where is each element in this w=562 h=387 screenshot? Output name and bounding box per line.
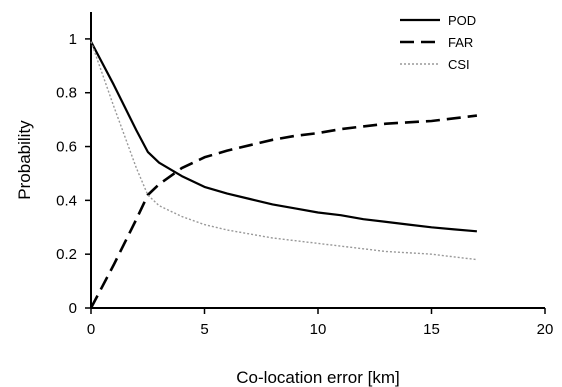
y-tick-label: 0: [69, 300, 77, 317]
x-tick-label: 15: [423, 321, 440, 338]
x-axis-title: Co-location error [km]: [236, 368, 399, 387]
x-tick-label: 5: [200, 321, 208, 338]
series-line-pod: [90, 41, 477, 233]
y-tick-label: 0.4: [56, 192, 77, 209]
y-tick-label: 0.8: [56, 85, 77, 102]
series-line-csi: [90, 41, 477, 261]
y-axis-title: Probability: [15, 120, 34, 200]
x-tick-label: 20: [537, 321, 554, 338]
legend-label-far: FAR: [448, 35, 473, 50]
series-layer: [89, 41, 478, 309]
x-tick-label: 10: [310, 321, 327, 338]
legend-label-pod: POD: [448, 13, 476, 28]
series-line-far: [89, 114, 478, 309]
y-tick-label: 0.6: [56, 139, 77, 156]
legend-label-csi: CSI: [448, 57, 470, 72]
legend: POD FAR CSI: [400, 13, 476, 72]
x-axis-ticks: 0 5 10 15 20: [87, 308, 554, 338]
y-tick-label: 1: [69, 31, 77, 48]
y-axis-ticks: 0 0.2 0.4 0.6 0.8 1: [56, 31, 91, 317]
axes: [90, 12, 545, 309]
x-tick-label: 0: [87, 321, 95, 338]
y-tick-label: 0.2: [56, 246, 77, 263]
